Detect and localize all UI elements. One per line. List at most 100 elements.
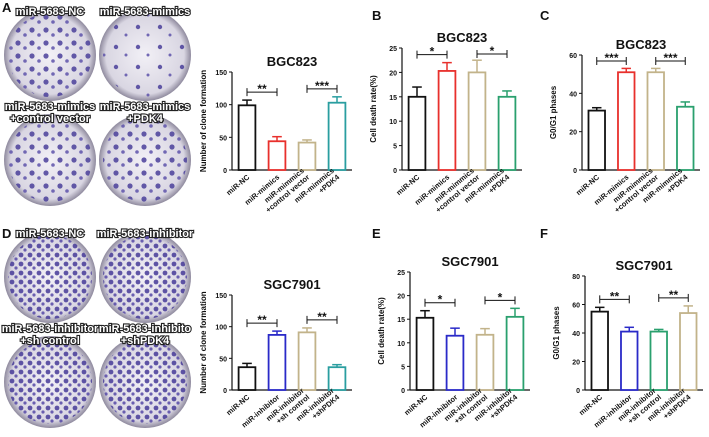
y-tick-label: 100 [215, 325, 227, 332]
y-tick-label: 15 [397, 317, 405, 324]
error-bar [654, 328, 664, 332]
y-tick-label: 0 [576, 388, 580, 395]
error-bar [412, 86, 422, 97]
y-tick-label: 5 [393, 144, 397, 151]
bar [679, 312, 698, 391]
colonies [103, 235, 187, 319]
y-tick-label: 10 [397, 341, 405, 348]
y-tick-label: 25 [389, 46, 397, 53]
y-tick-label: 100 [215, 103, 227, 110]
error-bar [302, 327, 312, 333]
x-tick-label: miR-NC [394, 172, 421, 197]
error-bar [272, 330, 282, 335]
error-bar [242, 362, 252, 368]
error-bar [680, 101, 690, 107]
panel-letter: E [372, 226, 381, 241]
bar [505, 315, 525, 391]
significance-label: ** [257, 82, 267, 96]
significance-bracket [246, 88, 278, 97]
y-tick-label: 0 [393, 168, 397, 175]
bar [676, 105, 695, 171]
error-bar [624, 326, 634, 332]
bar [237, 366, 257, 391]
x-tick-label: miR-NC [224, 172, 251, 197]
significance-label: *** [663, 51, 677, 65]
significance-label: * [430, 45, 435, 59]
bar [475, 333, 495, 391]
chart-title: BGC823 [267, 54, 318, 69]
y-axis-label: Cell death rate(%) [369, 75, 378, 143]
y-tick-label: 150 [215, 70, 227, 77]
colonies [103, 118, 187, 202]
error-bar [272, 135, 282, 142]
bar [237, 104, 257, 171]
error-bar [332, 96, 342, 103]
bar [497, 95, 517, 171]
y-tick-label: 150 [215, 293, 227, 300]
chart-title: SGC7901 [615, 258, 672, 273]
significance-label: ** [669, 288, 679, 302]
error-bar [442, 61, 452, 71]
y-tick-label: 40 [569, 91, 577, 98]
chart-title: BGC823 [616, 37, 667, 52]
y-tick-label: 20 [572, 360, 580, 367]
colonies [8, 340, 92, 424]
photo-label: miR-5683-NC [16, 228, 85, 240]
bar [620, 330, 639, 391]
photo-label: miR-5683-NC [16, 6, 85, 18]
significance-label: *** [315, 79, 329, 93]
colonies [103, 340, 187, 424]
error-bar [450, 327, 460, 336]
photo-label: miR-5683-inhibitor [97, 228, 194, 240]
bar [327, 366, 347, 391]
x-tick-label: miR-NC [224, 392, 251, 417]
y-axis-label: Cell death rate(%) [377, 297, 386, 365]
y-tick-label: 60 [569, 53, 577, 60]
error-bar [472, 59, 482, 73]
significance-label: ** [317, 310, 327, 324]
bar [649, 330, 668, 391]
y-tick-label: 15 [389, 95, 397, 102]
bar [590, 310, 609, 391]
y-tick-label: 40 [572, 331, 580, 338]
bar [467, 71, 487, 171]
bar [646, 71, 665, 171]
colonies [8, 13, 92, 97]
y-tick-label: 10 [389, 119, 397, 126]
x-tick-label: miR-NC [574, 172, 601, 197]
bar [327, 101, 347, 171]
significance-label: ** [610, 289, 620, 303]
bar [437, 70, 457, 171]
bar [297, 141, 317, 171]
y-tick-label: 5 [401, 364, 405, 371]
significance-bracket [416, 50, 448, 59]
photo-label: miR-5683-mimics +control vector [5, 101, 96, 125]
significance-bracket [306, 84, 338, 93]
error-bar [510, 307, 520, 317]
x-tick-label: miR-NC [402, 392, 429, 417]
panel-letter: A [2, 0, 12, 15]
significance-label: * [498, 290, 503, 304]
significance-bracket [476, 50, 508, 58]
bar [617, 71, 636, 171]
significance-label: * [490, 44, 495, 58]
error-bar [502, 90, 512, 97]
y-tick-label: 0 [573, 168, 577, 175]
y-axis-label: Number of clone formation [199, 70, 208, 172]
y-tick-label: 0 [223, 388, 227, 395]
y-tick-label: 0 [401, 388, 405, 395]
photo-label: miR-5683-inhibito +shPDK4 [99, 323, 192, 347]
y-tick-label: 50 [219, 135, 227, 142]
chart-title: BGC823 [437, 30, 488, 45]
error-bar [592, 106, 602, 111]
y-tick-label: 60 [572, 303, 580, 310]
y-tick-label: 0 [223, 168, 227, 175]
error-bar [420, 309, 430, 318]
y-tick-label: 20 [569, 130, 577, 137]
chart-title: SGC7901 [441, 254, 498, 269]
significance-label: * [438, 293, 443, 307]
significance-bracket [658, 293, 689, 302]
significance-label: *** [604, 51, 618, 65]
significance-bracket [484, 296, 516, 305]
